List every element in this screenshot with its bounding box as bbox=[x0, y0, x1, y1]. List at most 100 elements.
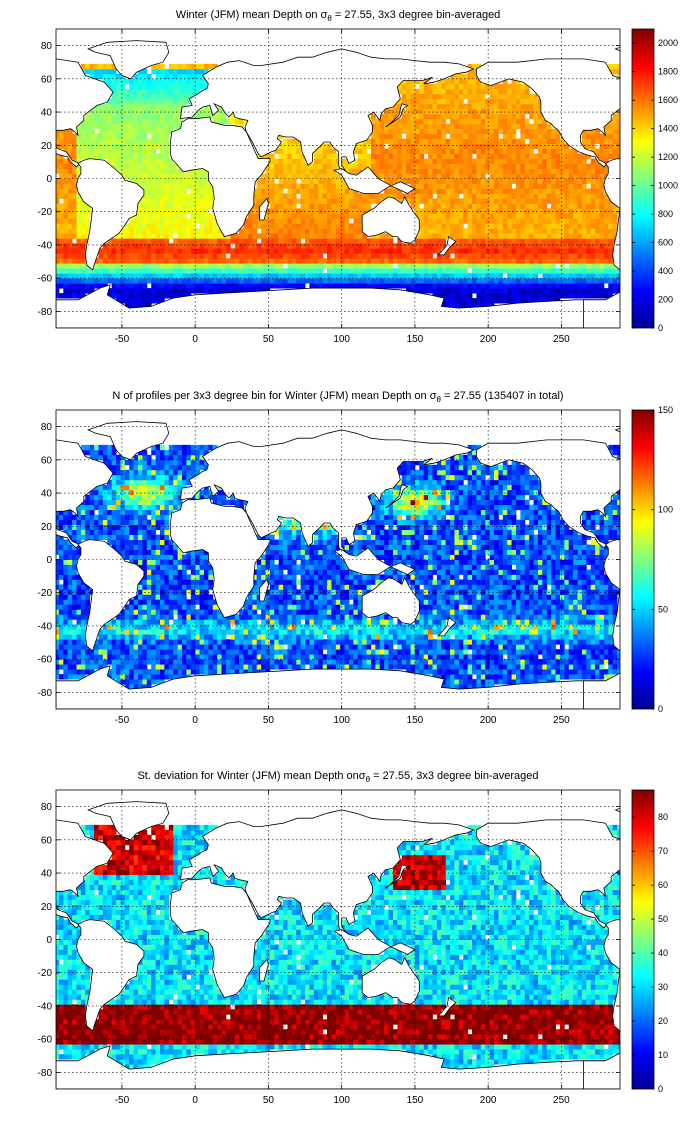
heatmap-cell bbox=[331, 283, 337, 289]
heatmap-cell bbox=[472, 93, 477, 100]
heatmap-cell bbox=[586, 188, 592, 194]
heatmap-cell bbox=[124, 173, 130, 179]
heatmap-cell bbox=[124, 123, 130, 130]
heatmap-cell bbox=[340, 188, 345, 194]
heatmap-cell bbox=[116, 153, 121, 159]
heatmap-cell bbox=[344, 263, 350, 269]
heatmap-cell bbox=[344, 198, 350, 204]
heatmap-cell bbox=[212, 248, 218, 254]
heatmap-cell bbox=[138, 243, 143, 249]
heatmap-cell bbox=[441, 223, 447, 229]
heatmap-cell bbox=[559, 148, 565, 154]
heatmap-cell bbox=[318, 178, 324, 184]
heatmap-cell bbox=[564, 243, 570, 249]
heatmap-cell bbox=[102, 108, 108, 115]
heatmap-cell bbox=[375, 163, 381, 169]
heatmap-cell bbox=[542, 128, 548, 135]
heatmap-cell bbox=[568, 243, 574, 249]
heatmap-cell bbox=[489, 228, 495, 234]
heatmap-cell bbox=[555, 143, 561, 149]
heatmap-cell bbox=[142, 273, 148, 279]
heatmap-cell bbox=[116, 268, 121, 274]
heatmap-cell bbox=[436, 288, 442, 294]
heatmap-cell bbox=[256, 193, 262, 199]
heatmap-cell bbox=[195, 198, 200, 204]
heatmap-cell bbox=[111, 83, 117, 90]
heatmap-cell bbox=[243, 273, 249, 279]
heatmap-cell bbox=[160, 108, 165, 115]
heatmap-cell bbox=[291, 188, 297, 194]
heatmap-cell bbox=[340, 223, 345, 229]
heatmap-cell bbox=[80, 654, 86, 660]
heatmap-cell bbox=[146, 128, 152, 135]
heatmap-cell bbox=[72, 168, 77, 174]
heatmap-cell bbox=[190, 198, 196, 204]
heatmap-cell bbox=[612, 278, 618, 284]
heatmap-cell bbox=[142, 203, 148, 209]
heatmap-cell bbox=[494, 158, 499, 164]
heatmap-cell bbox=[573, 258, 578, 264]
heatmap-cell bbox=[151, 659, 157, 665]
heatmap-cell bbox=[362, 243, 367, 249]
heatmap-cell bbox=[348, 278, 354, 284]
heatmap-cell bbox=[313, 283, 319, 289]
heatmap-cell bbox=[348, 163, 354, 169]
heatmap-cell bbox=[559, 158, 565, 164]
heatmap-cell bbox=[581, 158, 587, 164]
heatmap-cell bbox=[164, 158, 170, 164]
heatmap-cell bbox=[155, 238, 161, 244]
heatmap-cell bbox=[603, 163, 609, 169]
heatmap-cell bbox=[274, 198, 280, 204]
heatmap-cell bbox=[524, 158, 530, 164]
heatmap-cell bbox=[331, 659, 337, 665]
heatmap-cell bbox=[111, 263, 117, 269]
heatmap-cell bbox=[507, 148, 512, 154]
heatmap-cell bbox=[494, 228, 499, 234]
heatmap-cell bbox=[142, 178, 148, 184]
heatmap-cell bbox=[384, 163, 389, 169]
heatmap-cell bbox=[564, 193, 570, 199]
heatmap-cell bbox=[445, 283, 451, 289]
heatmap-cell bbox=[318, 268, 324, 274]
heatmap-cell bbox=[454, 288, 460, 294]
heatmap-cell bbox=[195, 168, 200, 174]
heatmap-cell bbox=[344, 213, 350, 219]
heatmap-cell bbox=[489, 293, 495, 299]
heatmap-cell bbox=[129, 258, 135, 264]
heatmap-cell bbox=[489, 108, 495, 115]
heatmap-cell bbox=[573, 273, 578, 279]
heatmap-cell bbox=[72, 659, 77, 665]
heatmap-cell bbox=[120, 98, 126, 105]
heatmap-cell bbox=[129, 674, 135, 680]
heatmap-cell bbox=[327, 203, 332, 209]
heatmap-cell bbox=[463, 183, 469, 189]
heatmap-cell bbox=[107, 128, 113, 135]
heatmap-cell bbox=[318, 218, 324, 224]
heatmap-cell bbox=[529, 133, 534, 140]
heatmap-cell bbox=[160, 268, 165, 274]
heatmap-cell bbox=[124, 93, 130, 100]
heatmap-cell bbox=[348, 268, 354, 274]
heatmap-cell bbox=[410, 83, 416, 90]
heatmap-cell bbox=[173, 228, 178, 234]
heatmap-cell bbox=[397, 654, 403, 660]
heatmap-cell bbox=[234, 669, 240, 675]
heatmap-cell bbox=[305, 208, 310, 214]
heatmap-cell bbox=[63, 659, 69, 665]
heatmap-cell bbox=[542, 133, 548, 140]
heatmap-cell bbox=[472, 263, 477, 269]
heatmap-cell bbox=[463, 228, 469, 234]
heatmap-cell bbox=[595, 133, 600, 140]
heatmap-cell bbox=[129, 684, 135, 690]
heatmap-cell bbox=[445, 183, 451, 189]
heatmap-cell bbox=[203, 243, 209, 249]
heatmap-cell bbox=[278, 263, 284, 269]
heatmap-cell bbox=[89, 273, 95, 279]
heatmap-cell bbox=[133, 263, 139, 269]
heatmap-cell bbox=[199, 213, 205, 219]
heatmap-cell bbox=[436, 178, 442, 184]
heatmap-cell bbox=[529, 669, 534, 675]
heatmap-cell bbox=[581, 654, 587, 660]
heatmap-cell bbox=[370, 148, 376, 154]
heatmap-cell bbox=[98, 103, 104, 110]
